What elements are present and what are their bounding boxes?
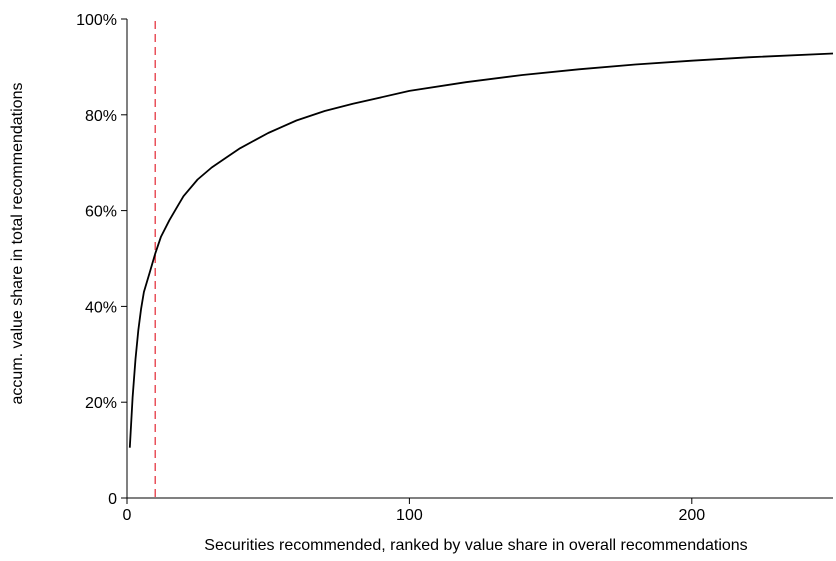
y-axis-label: accum. value share in total recommendati… xyxy=(9,83,26,405)
x-axis-label: Securities recommended, ranked by value … xyxy=(204,537,747,554)
x-tick-label: 0 xyxy=(123,507,132,524)
y-tick-label: 80% xyxy=(85,108,117,125)
y-tick-label: 0 xyxy=(108,491,117,508)
axes xyxy=(126,19,833,499)
y-tick-label: 60% xyxy=(85,204,117,221)
y-tick-label: 100% xyxy=(76,12,117,29)
series-lines xyxy=(128,52,834,448)
x-axis-ticks: 0 100 200 xyxy=(123,498,705,524)
x-tick-label: 200 xyxy=(678,507,705,524)
y-tick-label: 20% xyxy=(85,395,117,412)
y-tick-label: 40% xyxy=(85,299,117,316)
x-tick-label: 100 xyxy=(396,507,423,524)
series-line xyxy=(128,52,834,448)
y-axis-ticks: 0 20% 40% 60% 80% 100% xyxy=(76,12,127,508)
